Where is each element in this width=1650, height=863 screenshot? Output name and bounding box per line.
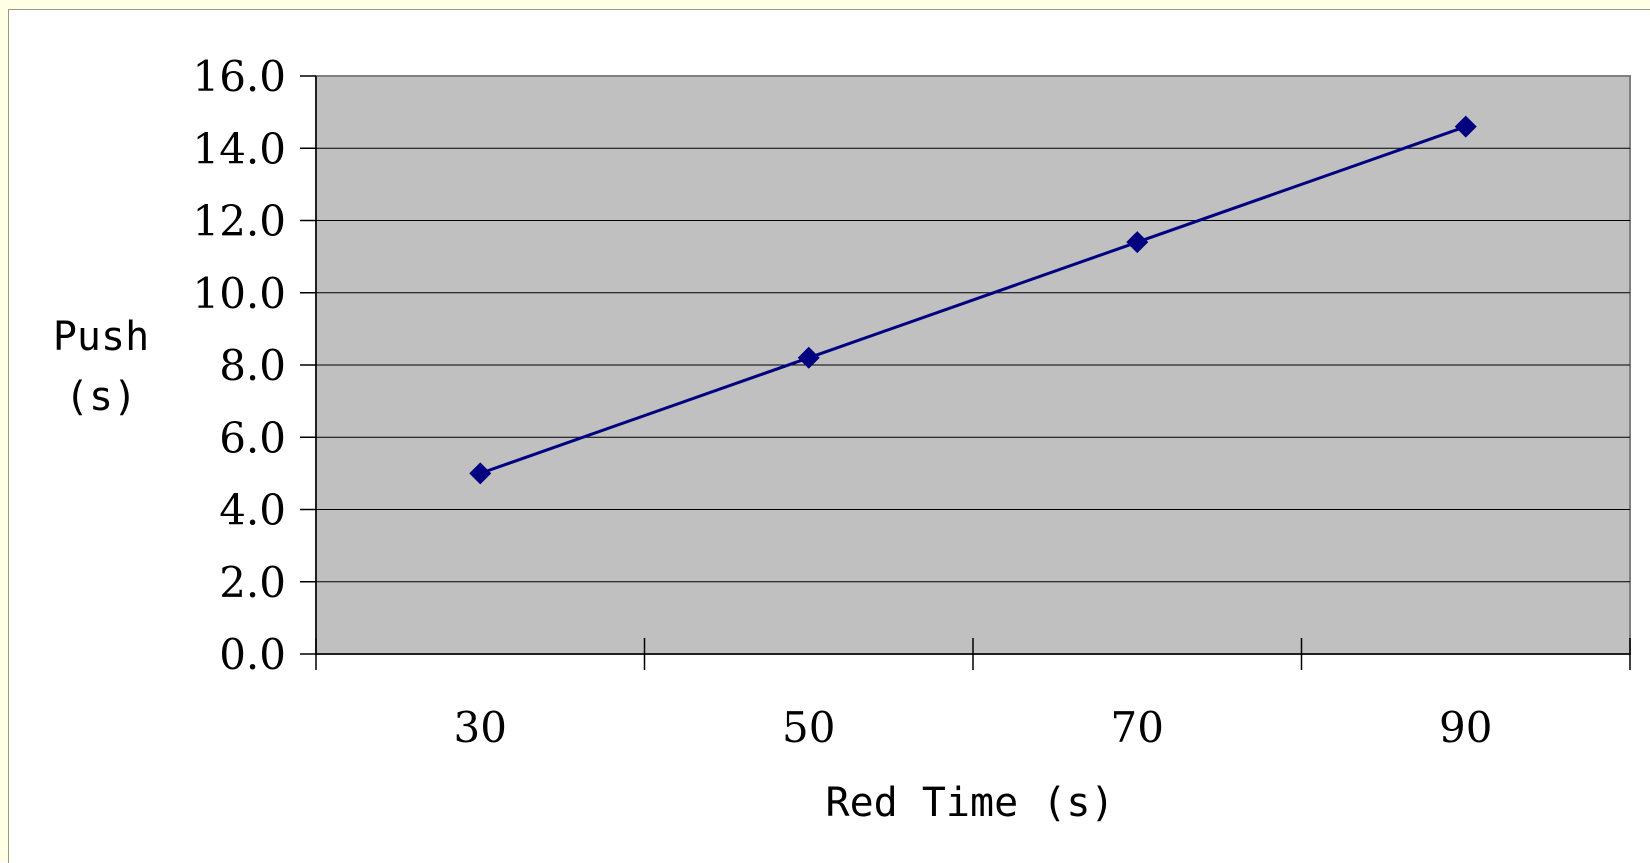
- y-tick-label: 16.0: [192, 52, 286, 101]
- y-tick-label: 12.0: [192, 197, 286, 246]
- data-point-marker: [797, 346, 820, 369]
- grid-lines: [316, 147, 1630, 583]
- series-group: [469, 115, 1477, 485]
- series-line: [479, 125, 1467, 475]
- x-tick-label: 50: [782, 703, 835, 752]
- y-tick-label: 14.0: [192, 124, 286, 173]
- x-tick-label: 30: [454, 703, 507, 752]
- y-tick-label: 4.0: [219, 486, 286, 535]
- data-point-marker: [1454, 115, 1477, 138]
- y-axis-title-line-2: (s): [65, 374, 137, 420]
- y-tick-label: 10.0: [192, 269, 286, 318]
- y-tick-label: 0.0: [219, 630, 286, 679]
- y-tick-label: 2.0: [219, 558, 286, 607]
- y-axis: 0.0 2.0 4.0 6.0 8.0 10.0 12.0 14.0 16.0: [192, 52, 317, 679]
- y-axis-title-line-1: Push: [53, 314, 149, 360]
- axis-titles: Push (s) Red Time (s): [53, 314, 1115, 826]
- x-axis-title: Red Time (s): [826, 780, 1115, 826]
- y-tick-label: 8.0: [219, 341, 286, 390]
- y-tick-label: 6.0: [219, 413, 286, 462]
- data-point-marker: [469, 462, 492, 485]
- x-tick-label: 70: [1111, 703, 1164, 752]
- data-point-marker: [1126, 231, 1149, 254]
- x-tick-label: 90: [1439, 703, 1492, 752]
- x-axis: 30 50 70 90: [315, 638, 1631, 752]
